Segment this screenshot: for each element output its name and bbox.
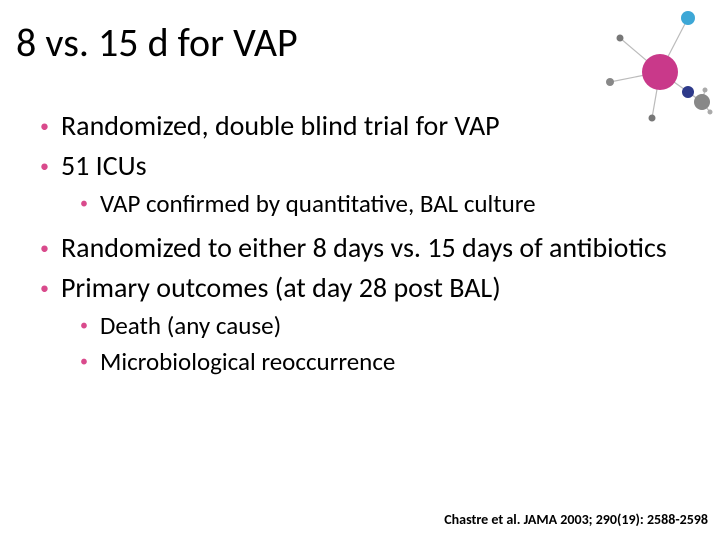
bullet-dot-icon: •	[80, 310, 88, 342]
bullet-dot-icon: •	[40, 270, 49, 306]
sub-bullet-item: • Death (any cause)	[80, 310, 680, 342]
bullet-dot-icon: •	[40, 230, 49, 266]
slide-title: 8 vs. 15 d for VAP	[16, 18, 298, 67]
bullet-dot-icon: •	[40, 108, 49, 144]
bullet-text: Randomized to either 8 days vs. 15 days …	[61, 230, 667, 266]
bullet-dot-icon: •	[40, 148, 49, 184]
bullet-dot-icon: •	[80, 346, 88, 378]
bullet-text: Randomized, double blind trial for VAP	[61, 108, 500, 144]
bullet-text: Microbiological reoccurrence	[100, 346, 395, 378]
bullet-text: Death (any cause)	[100, 310, 281, 342]
bullet-text: Primary outcomes (at day 28 post BAL)	[61, 270, 501, 306]
sub-bullet-item: • VAP confirmed by quantitative, BAL cul…	[80, 188, 680, 220]
bullet-dot-icon: •	[80, 188, 88, 220]
bullet-item: • 51 ICUs	[40, 148, 680, 184]
bullet-item: • Randomized to either 8 days vs. 15 day…	[40, 230, 680, 266]
content-area: • Randomized, double blind trial for VAP…	[40, 108, 680, 382]
bullet-item: • Randomized, double blind trial for VAP	[40, 108, 680, 144]
bullet-item: • Primary outcomes (at day 28 post BAL)	[40, 270, 680, 306]
bullet-text: 51 ICUs	[61, 148, 147, 184]
citation-text: Chastre et al. JAMA 2003; 290(19): 2588-…	[444, 511, 708, 528]
bullet-text: VAP confirmed by quantitative, BAL cultu…	[100, 188, 536, 220]
sub-bullet-item: • Microbiological reoccurrence	[80, 346, 680, 378]
